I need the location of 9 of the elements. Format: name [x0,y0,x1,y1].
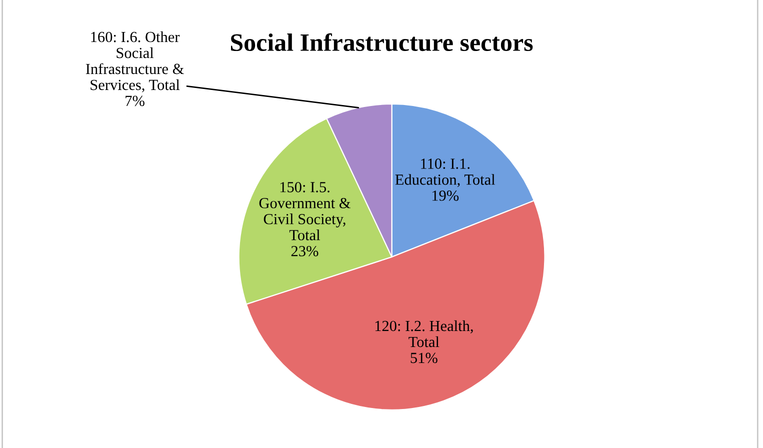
slice-label: 110: I.1. Education, Total [395,158,496,188]
slice-label: 120: I.2. Health, Total [375,320,473,348]
slice-label: 160: I.6. Other Social Infrastructure & Services, Total [86,31,184,92]
chart-title: Social Infrastructure sectors [231,33,533,52]
data-label: 7% [126,96,144,106]
slice-label: 150: I.5. Government & Civil Society, Total [259,182,351,240]
data-label: 51% [410,352,438,364]
data-label: 19% [432,190,459,201]
data-label: 23% [291,246,318,256]
